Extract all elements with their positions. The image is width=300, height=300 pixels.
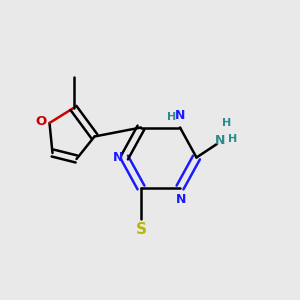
Text: N: N: [112, 151, 123, 164]
Text: N: N: [176, 193, 187, 206]
Text: S: S: [136, 222, 146, 237]
Text: N: N: [215, 134, 225, 148]
Text: H: H: [222, 118, 231, 128]
Text: N: N: [175, 109, 185, 122]
Text: H: H: [167, 112, 176, 122]
Text: H: H: [228, 134, 237, 145]
Text: O: O: [35, 115, 46, 128]
